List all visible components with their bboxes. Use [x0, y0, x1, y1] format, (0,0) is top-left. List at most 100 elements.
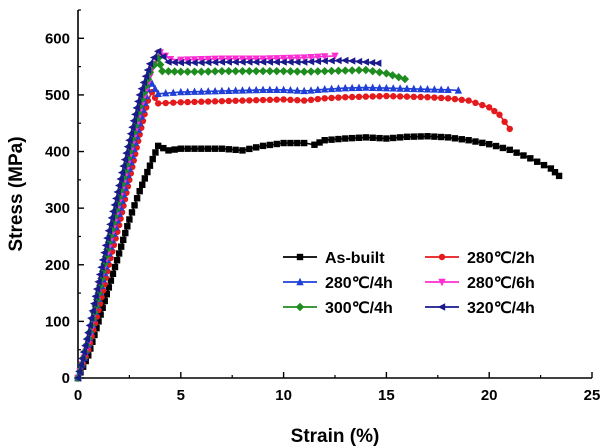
data-point: [341, 66, 350, 75]
data-point: [555, 172, 563, 180]
data-point: [410, 93, 418, 101]
data-point: [162, 99, 169, 107]
data-point: [111, 194, 120, 203]
data-point: [211, 98, 219, 105]
data-point: [258, 58, 267, 66]
data-point: [106, 220, 114, 229]
data-point: [120, 236, 127, 244]
data-point: [75, 367, 83, 376]
data-point: [116, 175, 124, 183]
data-point: [287, 96, 294, 104]
data-point: [252, 55, 260, 63]
data-point: [369, 134, 376, 141]
data-point: [232, 97, 239, 104]
data-point: [314, 85, 322, 94]
data-point: [176, 58, 184, 67]
data-point: [313, 67, 323, 76]
data-point: [313, 57, 322, 66]
data-point: [197, 87, 206, 95]
data-point: [190, 87, 199, 95]
data-point: [73, 374, 82, 382]
data-point: [164, 67, 173, 76]
data-point: [300, 97, 308, 104]
data-point: [94, 278, 102, 286]
data-point: [334, 56, 342, 65]
data-point: [176, 67, 185, 76]
data-point: [204, 55, 212, 64]
data-point: [126, 216, 133, 223]
data-point: [437, 303, 446, 311]
data-point: [390, 134, 397, 142]
data-point: [239, 97, 246, 104]
data-point: [141, 72, 150, 80]
data-point: [103, 291, 110, 298]
data-point: [238, 86, 247, 94]
data-point: [251, 58, 260, 66]
data-point: [197, 67, 206, 76]
data-point: [122, 149, 130, 157]
y-tick-label: 300: [45, 200, 70, 217]
data-point: [149, 53, 158, 62]
legend-item: 280℃/2h: [425, 250, 535, 267]
data-point: [438, 278, 446, 287]
data-point: [354, 57, 363, 66]
data-point: [95, 318, 102, 325]
data-point: [177, 99, 184, 106]
data-point: [280, 96, 287, 103]
data-point: [279, 54, 288, 63]
data-point: [272, 58, 280, 66]
data-point: [119, 162, 127, 170]
x-tick-label: 10: [275, 387, 292, 404]
data-point: [183, 56, 192, 64]
data-point: [396, 84, 404, 92]
data-point: [87, 314, 95, 322]
data-point: [424, 133, 431, 140]
data-point: [245, 86, 254, 94]
data-point: [328, 94, 335, 102]
data-point: [506, 146, 513, 154]
data-point: [143, 66, 152, 74]
data-point: [513, 149, 520, 156]
data-point: [438, 133, 445, 141]
data-point: [361, 65, 371, 75]
data-point: [293, 67, 302, 76]
data-point: [375, 68, 384, 77]
legend-label: 320℃/4h: [467, 300, 535, 317]
data-point: [362, 83, 370, 91]
data-point: [135, 91, 143, 99]
data-point: [252, 144, 260, 151]
data-point: [141, 175, 149, 182]
data-point: [152, 149, 159, 156]
data-point: [376, 134, 383, 142]
data-point: [314, 95, 322, 103]
data-point: [122, 229, 129, 237]
data-point: [410, 84, 418, 93]
data-point: [177, 56, 185, 65]
data-point: [492, 142, 500, 150]
data-point: [149, 155, 156, 163]
data-point: [396, 134, 404, 141]
data-point: [146, 162, 154, 169]
data-point: [139, 181, 146, 188]
data-point: [107, 277, 115, 284]
data-point: [383, 92, 390, 100]
data-point: [294, 97, 301, 104]
series-0: [74, 133, 563, 382]
data-point: [320, 57, 328, 65]
data-point: [299, 58, 308, 66]
data-point: [362, 93, 370, 100]
data-point: [177, 145, 184, 152]
y-tick-label: 400: [45, 144, 70, 161]
data-point: [103, 234, 111, 242]
data-point: [190, 67, 199, 76]
data-point: [82, 335, 91, 343]
data-point: [218, 86, 226, 95]
data-point: [403, 93, 411, 100]
data-point: [279, 85, 288, 94]
legend-item: 300℃/4h: [283, 300, 393, 317]
data-point: [320, 66, 329, 76]
data-point: [334, 84, 343, 92]
data-point: [160, 144, 167, 152]
data-point: [342, 135, 349, 142]
axes: 0 5 10 15 20 25 0 100 200 300 400 500 600: [45, 9, 600, 404]
